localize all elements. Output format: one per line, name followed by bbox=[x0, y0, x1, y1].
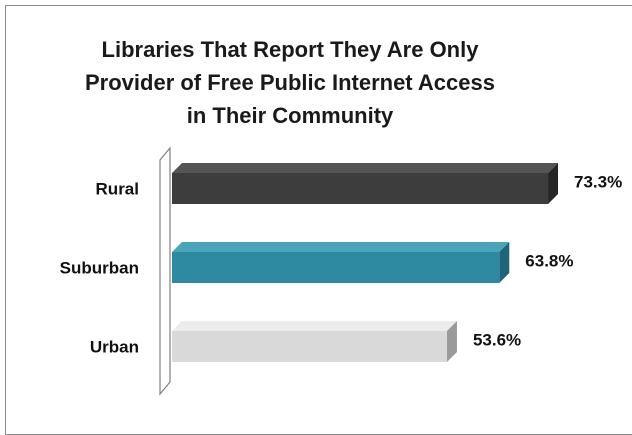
chart-frame bbox=[5, 5, 632, 435]
bar-chart: Rural 73.3% Suburban 63.8% Urban 53.6% bbox=[60, 146, 622, 396]
bar-top-rural bbox=[172, 163, 559, 173]
bar-top-urban bbox=[172, 321, 457, 331]
bar-rural bbox=[172, 173, 549, 204]
chart-title-line-2: Provider of Free Public Internet Access bbox=[85, 70, 495, 95]
value-label-suburban: 63.8% bbox=[525, 252, 573, 271]
bar-urban bbox=[172, 331, 447, 362]
chart-title: Libraries That Report They Are Only Prov… bbox=[60, 33, 520, 132]
bar-side-urban bbox=[446, 321, 457, 362]
bar-side-rural bbox=[548, 163, 559, 204]
axis-wall bbox=[159, 146, 171, 396]
bar-side-suburban bbox=[499, 242, 510, 283]
value-label-rural: 73.3% bbox=[574, 173, 622, 192]
category-label-suburban: Suburban bbox=[60, 259, 139, 278]
chart-title-line-1: Libraries That Report They Are Only bbox=[101, 37, 479, 62]
category-label-urban: Urban bbox=[90, 338, 139, 357]
bar-suburban bbox=[172, 252, 500, 283]
value-label-urban: 53.6% bbox=[473, 331, 521, 350]
chart-title-line-3: in Their Community bbox=[186, 103, 394, 128]
bar-top-suburban bbox=[172, 242, 510, 252]
category-label-rural: Rural bbox=[96, 180, 139, 199]
